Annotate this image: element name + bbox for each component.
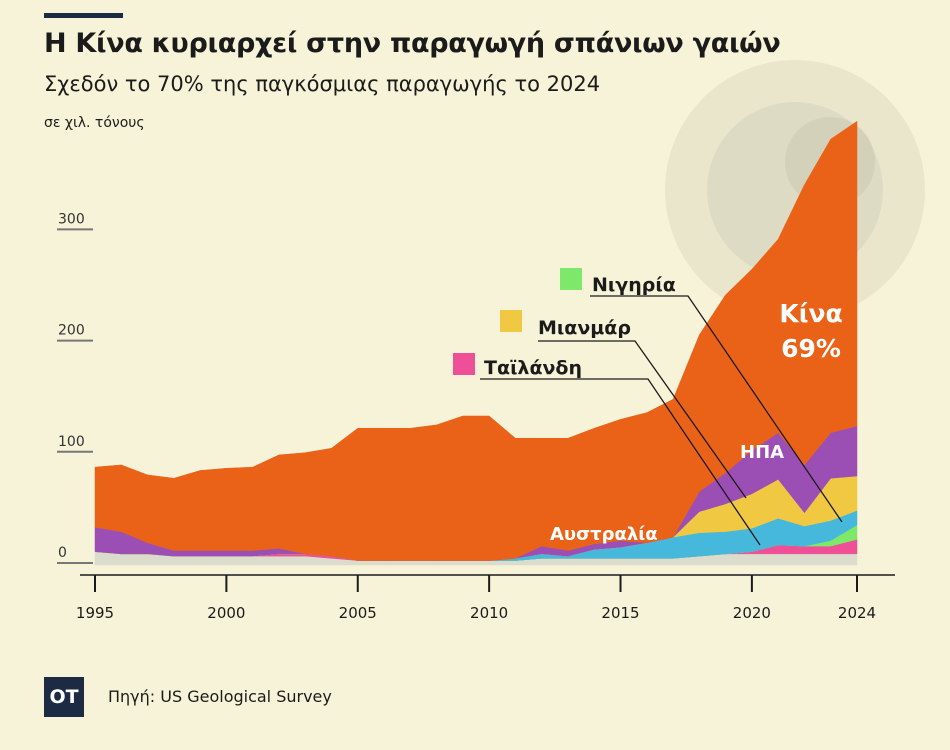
y-tick-label: 0 xyxy=(58,545,67,561)
y-axis: 0 100 200 300 xyxy=(57,211,93,564)
series-label-china: Κίνα xyxy=(779,299,842,328)
legend-label-thailand: Ταϊλάνδη xyxy=(484,357,582,379)
legend-label-myanmar: Μιανμάρ xyxy=(538,317,631,339)
x-tick-label: 2000 xyxy=(207,604,245,622)
series-label-australia: Αυστραλία xyxy=(550,524,658,545)
y-tick-label: 100 xyxy=(58,434,85,450)
source-note: Πηγή: US Geological Survey xyxy=(108,687,332,706)
china-share-label: 69% xyxy=(781,334,841,363)
x-axis: 1995 2000 2005 2010 2015 2020 2024 xyxy=(76,574,895,622)
legend-label-nigeria: Νιγηρία xyxy=(592,274,676,296)
series-label-usa: ΗΠΑ xyxy=(740,442,784,463)
leader-line-thailand xyxy=(480,378,761,546)
top-accent-bar xyxy=(44,13,123,18)
x-tick-label: 2005 xyxy=(339,604,377,622)
y-axis-unit: σε χιλ. τόνους xyxy=(44,115,145,131)
x-tick-label: 2015 xyxy=(601,604,639,622)
leader-line-myanmar xyxy=(538,340,747,499)
x-tick-label: 2024 xyxy=(838,604,876,622)
x-tick-label: 2020 xyxy=(733,604,771,622)
chart-title: Η Κίνα κυριαρχεί στην παραγωγή σπάνιων γ… xyxy=(44,28,781,59)
leader-line-nigeria xyxy=(590,295,843,523)
y-tick-label: 300 xyxy=(58,211,85,227)
area-china xyxy=(94,121,858,561)
chart-subtitle: Σχεδόν το 70% της παγκόσμιας παραγωγής τ… xyxy=(44,72,601,96)
ot-logo: OT xyxy=(44,677,84,717)
legend-swatch-thailand xyxy=(453,353,475,375)
areas xyxy=(94,121,858,566)
x-tick-label: 2010 xyxy=(470,604,508,622)
leader-lines xyxy=(480,295,843,546)
x-tick-label: 1995 xyxy=(76,604,114,622)
legend-swatch-nigeria xyxy=(560,268,582,290)
y-tick-label: 200 xyxy=(58,323,85,339)
legend-swatch-myanmar xyxy=(500,310,522,332)
